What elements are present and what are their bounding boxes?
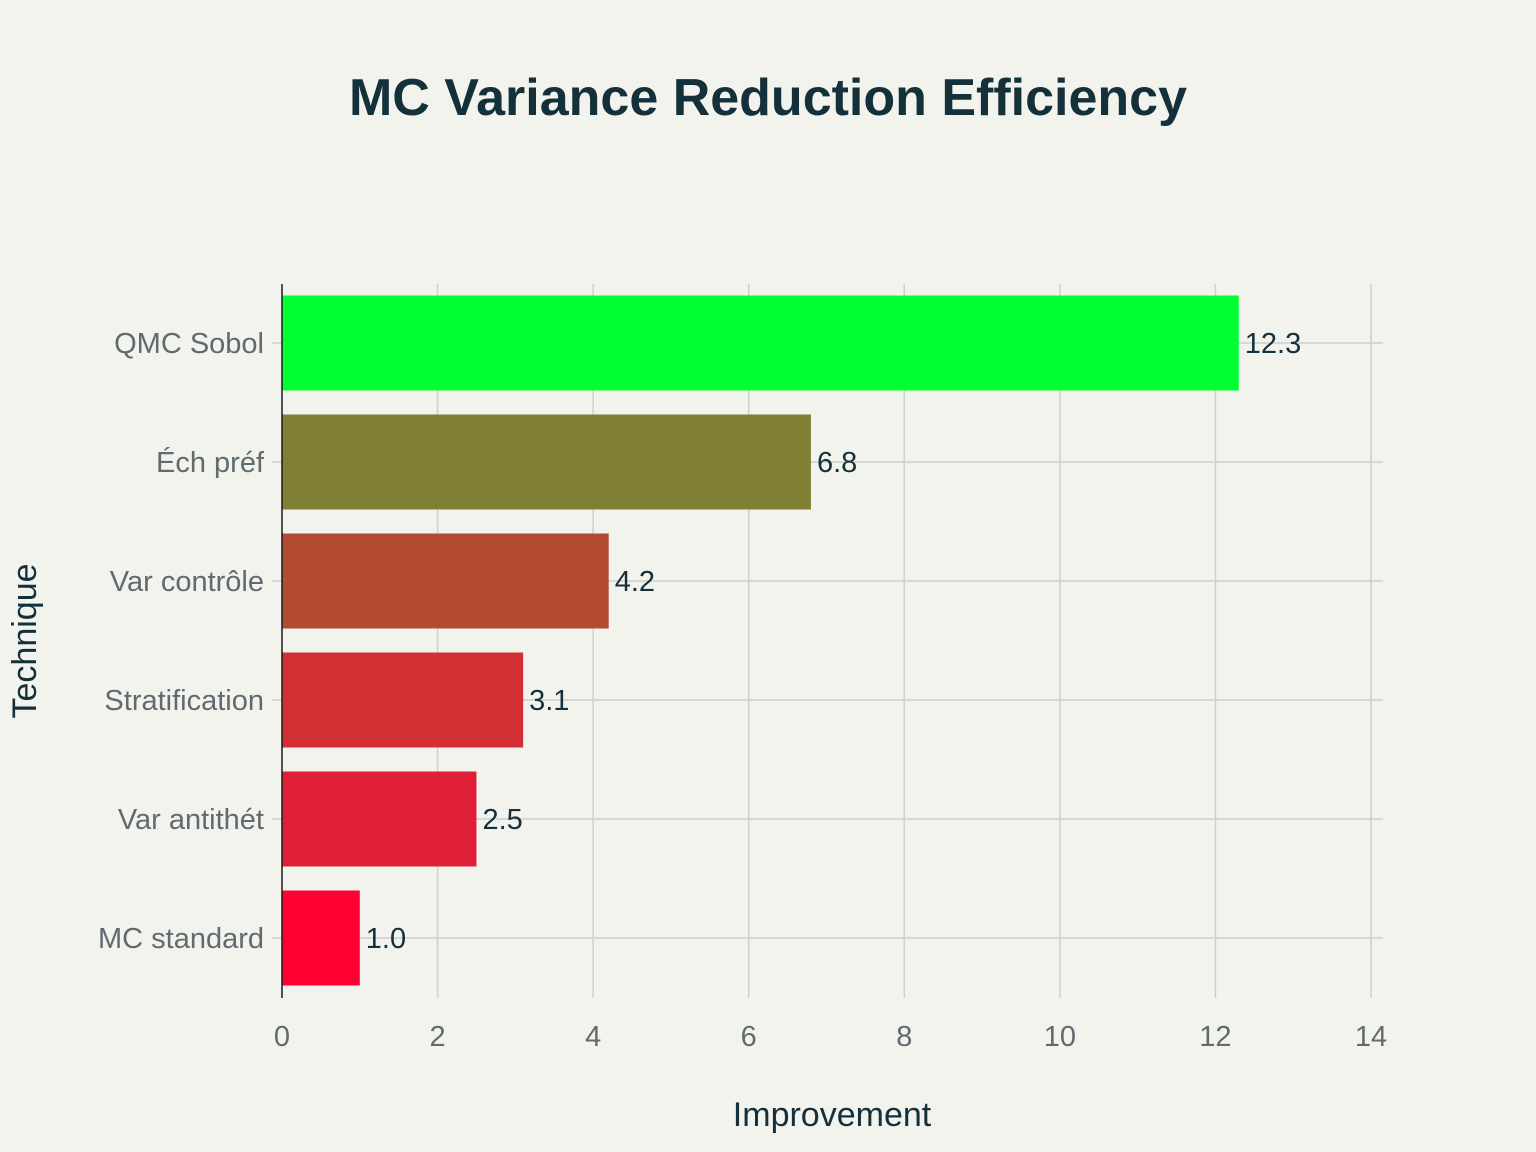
category-label: Stratification: [104, 685, 264, 717]
category-label: QMC Sobol: [114, 328, 264, 360]
chart-title: MC Variance Reduction Efficiency: [349, 69, 1187, 127]
bar: [282, 652, 524, 748]
x-axis-title: Improvement: [733, 1096, 932, 1134]
value-label: 6.8: [817, 447, 857, 479]
x-tick-label: 6: [741, 1021, 757, 1053]
x-tick-labels: 0 2 4 6 8 10 12 14: [274, 1021, 1387, 1053]
x-tick-label: 2: [430, 1021, 446, 1053]
category-label: MC standard: [98, 923, 264, 955]
value-labels: 12.3 6.8 4.2 3.1 2.5 1.0: [366, 328, 1301, 955]
x-tick-label: 4: [585, 1021, 601, 1053]
x-tick-label: 14: [1355, 1021, 1387, 1053]
value-label: 1.0: [366, 923, 406, 955]
value-label: 2.5: [482, 804, 522, 836]
bars: [282, 295, 1239, 986]
y-axis-title: Technique: [6, 563, 44, 718]
bar: [282, 295, 1239, 391]
x-tick-label: 8: [896, 1021, 912, 1053]
grid-lines: [272, 284, 1383, 998]
category-label: Var contrôle: [110, 566, 264, 598]
bar: [282, 771, 477, 867]
x-tick-label: 0: [274, 1021, 290, 1053]
value-label: 3.1: [529, 685, 569, 717]
value-label: 4.2: [615, 566, 655, 598]
category-label: Var antithét: [118, 804, 264, 836]
bar: [282, 533, 609, 629]
bar: [282, 890, 360, 986]
x-tick-label: 12: [1199, 1021, 1231, 1053]
category-label: Éch préf: [156, 446, 265, 479]
category-labels: QMC Sobol Éch préf Var contrôle Stratificat…: [98, 328, 265, 955]
x-tick-label: 10: [1044, 1021, 1076, 1053]
bar: [282, 414, 811, 510]
value-label: 12.3: [1245, 328, 1301, 360]
